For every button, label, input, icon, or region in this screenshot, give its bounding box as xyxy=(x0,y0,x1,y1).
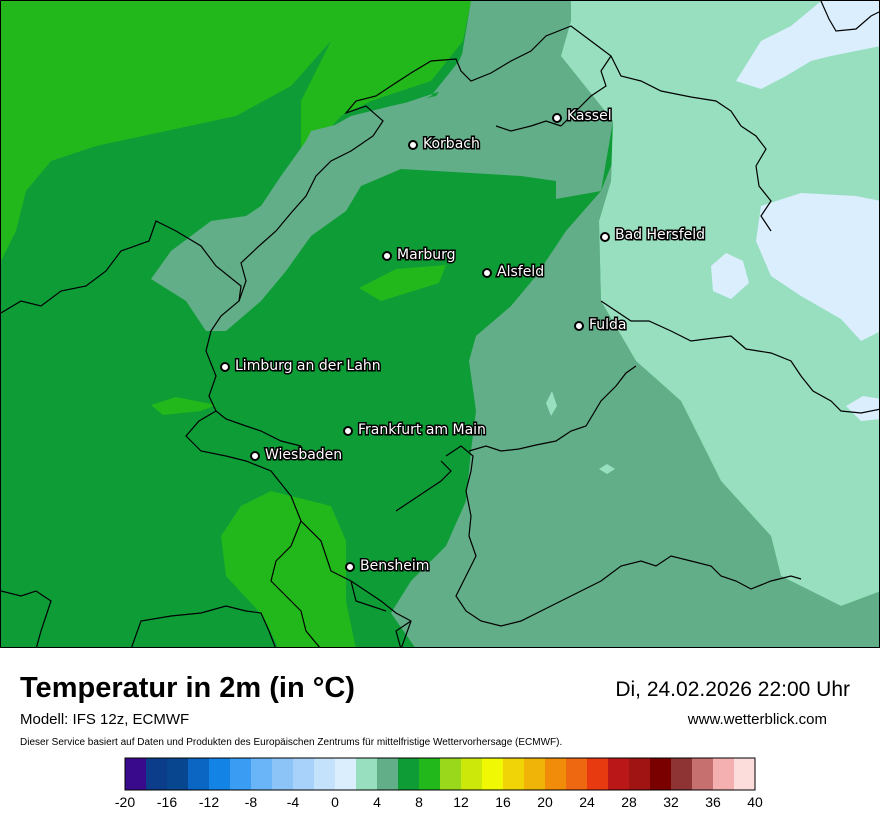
colorbar-swatch xyxy=(230,758,252,790)
colorbar-swatch xyxy=(356,758,378,790)
colorbar-swatch xyxy=(188,758,210,790)
colorbar-tick-label: 8 xyxy=(415,794,423,810)
colorbar-swatch xyxy=(566,758,588,790)
city-wiesbaden: Wiesbaden xyxy=(250,446,344,465)
temp-zone-4-6-mini2 xyxy=(599,464,615,474)
svg-text:Frankfurt am Main: Frankfurt am Main xyxy=(358,422,486,438)
city-korbach: Korbach xyxy=(408,135,481,154)
colorbar-swatch xyxy=(293,758,315,790)
colorbar-swatch xyxy=(272,758,294,790)
colorbar-swatch xyxy=(461,758,483,790)
temp-zone-10-12-north xyxy=(1,1,356,261)
colorbar-swatch xyxy=(209,758,231,790)
colorbar-tick-label: 12 xyxy=(453,794,469,810)
website-label: www.wetterblick.com xyxy=(687,711,827,728)
temp-zone-10-12-marburg xyxy=(359,265,446,301)
temp-zone-2-4-north xyxy=(736,1,879,89)
city-bad-hersfeld: Bad Hersfeld xyxy=(600,226,707,245)
colorbar: -20 -16 -12 -8 -4 0 4 8 12 16 20 24 28 32 36 40 xyxy=(115,757,763,810)
city-kassel: Kassel xyxy=(552,107,613,126)
data-disclaimer: Dieser Service basiert auf Daten und Pro… xyxy=(20,737,563,748)
svg-text:Limburg an der Lahn: Limburg an der Lahn xyxy=(235,358,381,374)
temp-zone-6-8-corbach xyxy=(151,1,613,331)
colorbar-tick-label: 28 xyxy=(621,794,637,810)
colorbar-swatch xyxy=(419,758,441,790)
colorbar-swatch xyxy=(608,758,630,790)
colorbar-tick-label: 32 xyxy=(663,794,679,810)
temp-zone-4-6 xyxy=(561,1,879,606)
temp-zone-10-12-limburg xyxy=(151,397,216,415)
temp-zone-2-4-east xyxy=(756,193,879,341)
colorbar-swatch xyxy=(650,758,672,790)
colorbar-tick-label: -20 xyxy=(115,794,135,810)
city-frankfurt: Frankfurt am Main xyxy=(343,421,487,440)
colorbar-tick-label: 36 xyxy=(705,794,721,810)
colorbar-swatch xyxy=(377,758,399,790)
colorbar-tick-label: 20 xyxy=(537,794,553,810)
temp-zone-2-4-southeast xyxy=(846,396,879,421)
colorbar-border xyxy=(124,757,756,791)
colorbar-swatch xyxy=(398,758,420,790)
colorbar-swatch xyxy=(335,758,357,790)
colorbar-swatch xyxy=(734,758,756,790)
colorbar-legend: -20 -16 -12 -8 -4 0 4 8 12 16 20 24 28 32 36 40 xyxy=(0,756,880,816)
map-canvas: Kassel Korbach Bad Hersfeld Marburg Alsf… xyxy=(1,1,879,647)
city-limburg: Limburg an der Lahn xyxy=(220,357,382,376)
temp-zone-6-8-north xyxy=(306,1,471,141)
svg-text:Kassel: Kassel xyxy=(567,108,612,124)
svg-text:Bad Hersfeld: Bad Hersfeld xyxy=(615,227,705,243)
colorbar-swatch xyxy=(545,758,567,790)
colorbar-tick-label: 0 xyxy=(331,794,339,810)
colorbar-swatch xyxy=(125,758,147,790)
forecast-datetime: Di, 24.02.2026 22:00 Uhr xyxy=(615,678,850,701)
model-info: Modell: IFS 12z, ECMWF xyxy=(20,711,190,728)
colorbar-swatch xyxy=(671,758,693,790)
svg-text:Fulda: Fulda xyxy=(589,317,627,333)
colorbar-tick-label: -16 xyxy=(157,794,177,810)
map-title: Temperatur in 2m (in °C) xyxy=(20,672,355,704)
colorbar-swatch xyxy=(440,758,462,790)
colorbar-swatch xyxy=(587,758,609,790)
temp-zone-10-12-south xyxy=(221,491,356,647)
colorbar-tick-label: 40 xyxy=(747,794,763,810)
svg-text:Korbach: Korbach xyxy=(423,136,480,152)
colorbar-swatch xyxy=(146,758,168,790)
temp-zone-10-12-north-east xyxy=(301,1,471,161)
svg-text:Wiesbaden: Wiesbaden xyxy=(265,447,342,463)
colorbar-swatch xyxy=(692,758,714,790)
city-bensheim: Bensheim xyxy=(345,557,431,576)
colorbar-tick-label: -4 xyxy=(287,794,300,810)
colorbar-swatch xyxy=(314,758,336,790)
colorbar-swatch xyxy=(629,758,651,790)
colorbar-tick-label: 4 xyxy=(373,794,381,810)
city-marburg: Marburg xyxy=(382,246,457,265)
colorbar-tick-label: -12 xyxy=(199,794,219,810)
temp-zone-2-4-blob xyxy=(711,253,749,299)
city-fulda: Fulda xyxy=(574,316,628,335)
city-alsfeld: Alsfeld xyxy=(482,263,546,282)
colorbar-swatch xyxy=(524,758,546,790)
colorbar-swatch xyxy=(482,758,504,790)
colorbar-swatch xyxy=(251,758,273,790)
state-borders xyxy=(1,1,879,647)
colorbar-swatch xyxy=(503,758,525,790)
colorbar-tick-label: 24 xyxy=(579,794,595,810)
svg-text:Bensheim: Bensheim xyxy=(360,558,429,574)
svg-text:Marburg: Marburg xyxy=(397,247,456,263)
svg-text:Alsfeld: Alsfeld xyxy=(497,264,544,280)
temperature-map: Kassel Korbach Bad Hersfeld Marburg Alsf… xyxy=(0,0,880,648)
temp-zone-4-6-mini xyxy=(546,391,557,416)
colorbar-tick-label: 16 xyxy=(495,794,511,810)
colorbar-swatch xyxy=(167,758,189,790)
temp-zone-6-8 xyxy=(391,1,879,647)
colorbar-tick-label: -8 xyxy=(245,794,258,810)
colorbar-swatch xyxy=(713,758,735,790)
